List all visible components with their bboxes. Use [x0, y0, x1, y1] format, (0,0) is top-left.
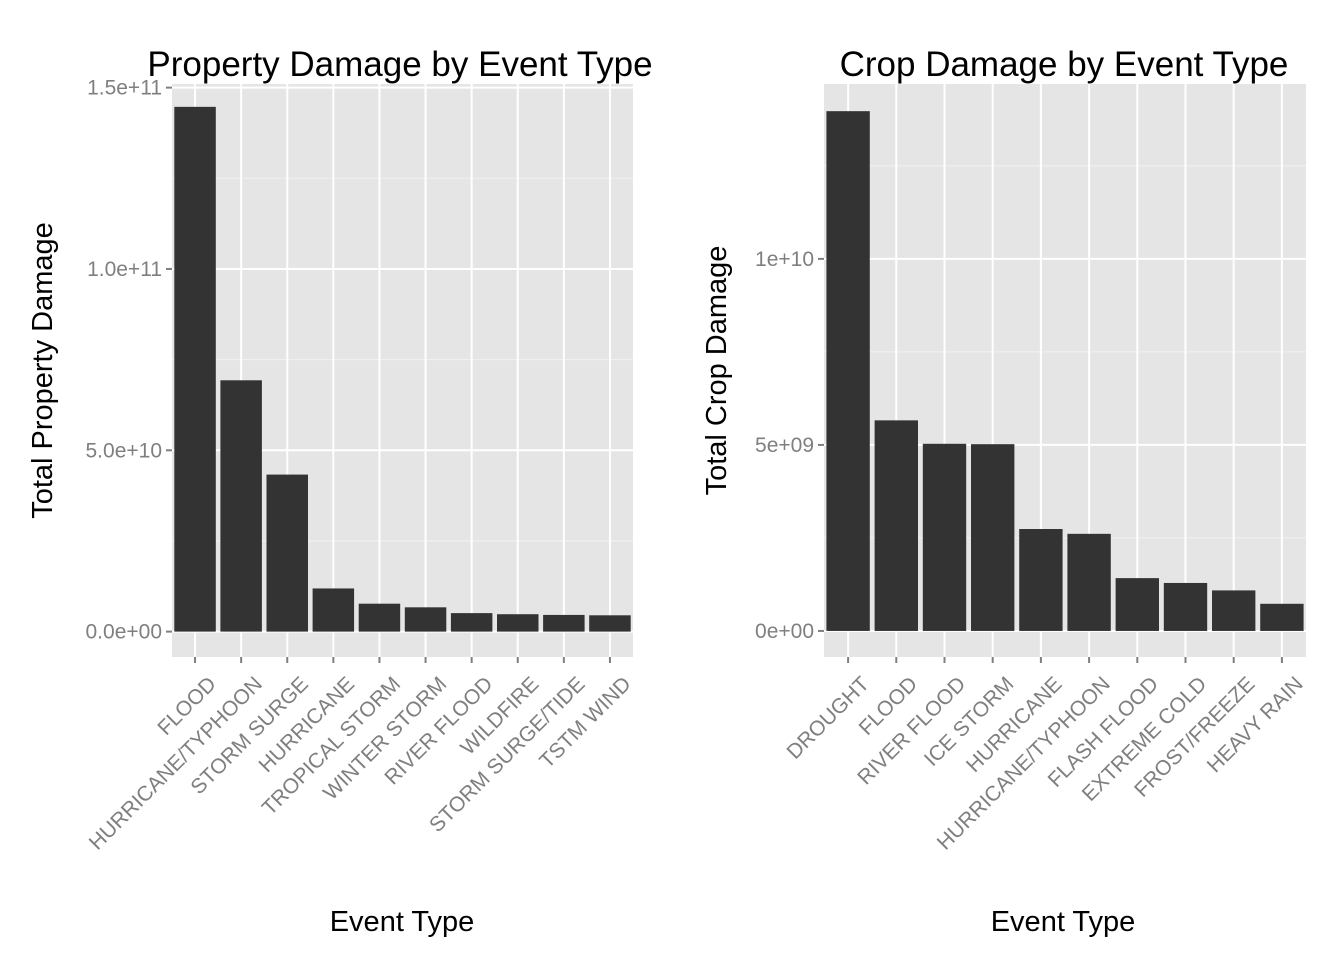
property-bar-winter-storm: [404, 607, 447, 632]
crop-y-tick-label: 0e+00: [755, 620, 814, 643]
property-y-tick-label: 1.0e+11: [87, 258, 162, 281]
crop-bar-drought: [826, 111, 870, 631]
property-bar-river-flood: [450, 613, 493, 632]
property-bar-tstm-wind: [589, 615, 631, 632]
property-bar-flood: [174, 106, 216, 632]
property-bar-hurricane-typhoon: [220, 380, 262, 632]
property-chart-title: Property Damage by Event Type: [147, 45, 652, 84]
property-bar-tropical-storm: [358, 603, 401, 632]
crop-bar-flood: [874, 420, 918, 631]
property-damage-chart: 0.0e+005.0e+101.0e+111.5e+11FLOODHURRICA…: [27, 45, 653, 938]
property-x-axis-title: Event Type: [330, 906, 475, 938]
property-y-tick-label: 0.0e+00: [86, 621, 163, 644]
property-bar-hurricane: [312, 588, 355, 632]
crop-bar-heavy-rain: [1260, 603, 1304, 631]
property-bar-wildfire: [497, 614, 539, 632]
property-bar-storm-surge: [266, 474, 308, 632]
crop-bar-flash-flood: [1115, 578, 1159, 631]
crop-y-tick-label: 5e+09: [755, 434, 814, 457]
crop-y-tick-label: 1e+10: [755, 248, 814, 271]
crop-bar-extreme-cold: [1163, 582, 1208, 631]
property-bar-storm-surge-tide: [543, 614, 585, 632]
crop-bar-hurricane-typhoon: [1067, 533, 1111, 631]
property-y-tick-label: 1.5e+11: [87, 77, 162, 100]
crop-bar-hurricane: [1019, 529, 1063, 631]
property-y-tick-label: 5.0e+10: [86, 439, 163, 462]
crop-bar-river-flood: [922, 443, 967, 631]
crop-x-axis-title: Event Type: [991, 906, 1136, 938]
crop-y-axis-title: Total Crop Damage: [701, 246, 733, 496]
crop-chart-title: Crop Damage by Event Type: [840, 45, 1289, 84]
crop-bar-ice-storm: [971, 444, 1015, 631]
crop-bar-frost-freeze: [1212, 590, 1256, 631]
property-y-axis-title: Total Property Damage: [27, 222, 59, 519]
